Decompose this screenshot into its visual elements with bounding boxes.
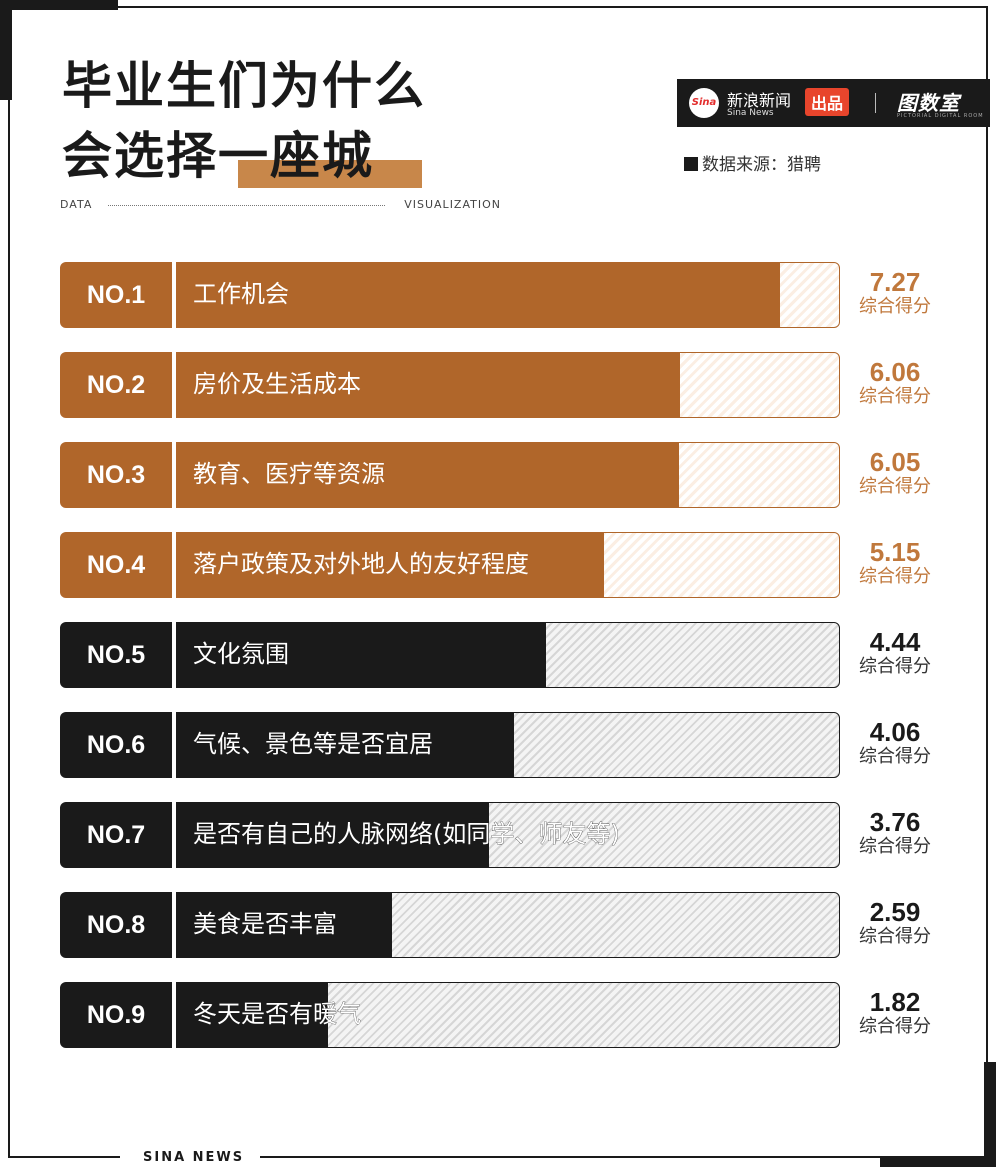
value-caption: 综合得分 [859, 386, 931, 407]
bar-category-label: 房价及生活成本 [193, 370, 362, 399]
bar-value-label: 3.76 [869, 807, 921, 837]
bar [177, 983, 328, 1047]
value-caption: 综合得分 [859, 656, 931, 677]
rank-label: NO.4 [60, 532, 172, 598]
title-highlight [238, 160, 422, 188]
bar-track: 教育、医疗等资源 [176, 442, 840, 508]
bar-track: 气候、景色等是否宜居 [176, 712, 840, 778]
bar-category-label: 落户政策及对外地人的友好程度 [193, 550, 530, 579]
rank-label: NO.2 [60, 352, 172, 418]
rank-label: NO.8 [60, 892, 172, 958]
sina-logo-icon: Sina [689, 88, 719, 118]
value-caption: 综合得分 [859, 1016, 931, 1037]
value-caption: 综合得分 [859, 746, 931, 767]
brand-separator [875, 93, 876, 113]
bar-row: NO.9 冬天是否有暖气 1.82 综合得分 [60, 982, 940, 1048]
bar-track: 美食是否丰富 [176, 892, 840, 958]
bar [177, 533, 604, 597]
bar-value-label: 4.06 [869, 717, 921, 747]
frame-corner-bottom-right [880, 1156, 996, 1167]
bar-row: NO.4 落户政策及对外地人的友好程度 5.15 综合得分 [60, 532, 940, 598]
bar-track: 工作机会 [176, 262, 840, 328]
page-title-line2: 会选择一座城 [62, 127, 374, 185]
bar-value-label: 5.15 [869, 537, 921, 567]
bar-track: 房价及生活成本 [176, 352, 840, 418]
bar-value-label: 6.05 [869, 447, 921, 477]
page-title-line1: 毕业生们为什么 [62, 57, 426, 115]
value-caption: 综合得分 [859, 566, 931, 587]
partner-logo-sub: PICTORIAL DIGITAL ROOM [897, 113, 984, 119]
value-caption: 综合得分 [859, 476, 931, 497]
frame-corner-left [0, 0, 12, 100]
bar-value-label: 4.44 [869, 627, 921, 657]
bar-category-label: 是否有自己的人脉网络(如同学、师友等) [193, 820, 620, 849]
frame-corner-right [984, 1062, 996, 1167]
data-source-text: 数据来源：猎聘 [702, 155, 821, 175]
bar-value-label: 6.06 [869, 357, 921, 387]
square-bullet-icon [684, 157, 698, 171]
bar-value-label: 1.82 [869, 987, 921, 1017]
brand-name-en: Sina News [727, 108, 774, 118]
tag-data: DATA [60, 198, 93, 211]
bar-track: 是否有自己的人脉网络(如同学、师友等) [176, 802, 840, 868]
bar-row: NO.3 教育、医疗等资源 6.05 综合得分 [60, 442, 940, 508]
bar-row: NO.2 房价及生活成本 6.06 综合得分 [60, 352, 940, 418]
bar [177, 353, 680, 417]
value-caption: 综合得分 [859, 296, 931, 317]
footer-label: SINA NEWS [143, 1150, 245, 1165]
bar-category-label: 工作机会 [193, 280, 290, 309]
bar-row: NO.5 文化氛围 4.44 综合得分 [60, 622, 940, 688]
bar-track: 冬天是否有暖气 [176, 982, 840, 1048]
brand-badge: 出品 [805, 88, 850, 116]
bar-category-label: 教育、医疗等资源 [193, 460, 386, 489]
rank-label: NO.5 [60, 622, 172, 688]
bar [177, 713, 514, 777]
rank-label: NO.6 [60, 712, 172, 778]
brand-name-cn: 新浪新闻 [727, 91, 792, 110]
brand-bar: Sina 新浪新闻 Sina News 出品 图数室 PICTORIAL DIG… [677, 79, 990, 127]
frame-corner-top-left [0, 0, 118, 10]
tag-dotted-line [108, 205, 385, 206]
bar-row: NO.7 是否有自己的人脉网络(如同学、师友等) 3.76 综合得分 [60, 802, 940, 868]
bar [177, 443, 679, 507]
rank-label: NO.9 [60, 982, 172, 1048]
tag-visualization: VISUALIZATION [404, 198, 501, 211]
bar-row: NO.6 气候、景色等是否宜居 4.06 综合得分 [60, 712, 940, 778]
bar-track: 文化氛围 [176, 622, 840, 688]
data-source: 数据来源：猎聘 [684, 150, 821, 175]
bar-category-label: 美食是否丰富 [193, 910, 338, 939]
bar-value-label: 2.59 [869, 897, 921, 927]
bar [177, 893, 392, 957]
partner-logo: 图数室 [897, 91, 960, 115]
data-visualization-tag: DATA VISUALIZATION [60, 198, 501, 212]
footer-gap [120, 1148, 260, 1168]
rank-label: NO.3 [60, 442, 172, 508]
bar-row: NO.1 工作机会 7.27 综合得分 [60, 262, 940, 328]
page-frame [8, 6, 988, 1158]
bar [177, 623, 546, 687]
bar-value-label: 7.27 [869, 267, 921, 297]
bar-category-label: 文化氛围 [193, 640, 290, 669]
bar-category-label: 冬天是否有暖气 [193, 1000, 362, 1029]
bar-track: 落户政策及对外地人的友好程度 [176, 532, 840, 598]
value-caption: 综合得分 [859, 836, 931, 857]
bar [177, 263, 780, 327]
bar [177, 803, 489, 867]
bar-row: NO.8 美食是否丰富 2.59 综合得分 [60, 892, 940, 958]
rank-label: NO.1 [60, 262, 172, 328]
rank-label: NO.7 [60, 802, 172, 868]
bar-category-label: 气候、景色等是否宜居 [193, 730, 434, 759]
value-caption: 综合得分 [859, 926, 931, 947]
